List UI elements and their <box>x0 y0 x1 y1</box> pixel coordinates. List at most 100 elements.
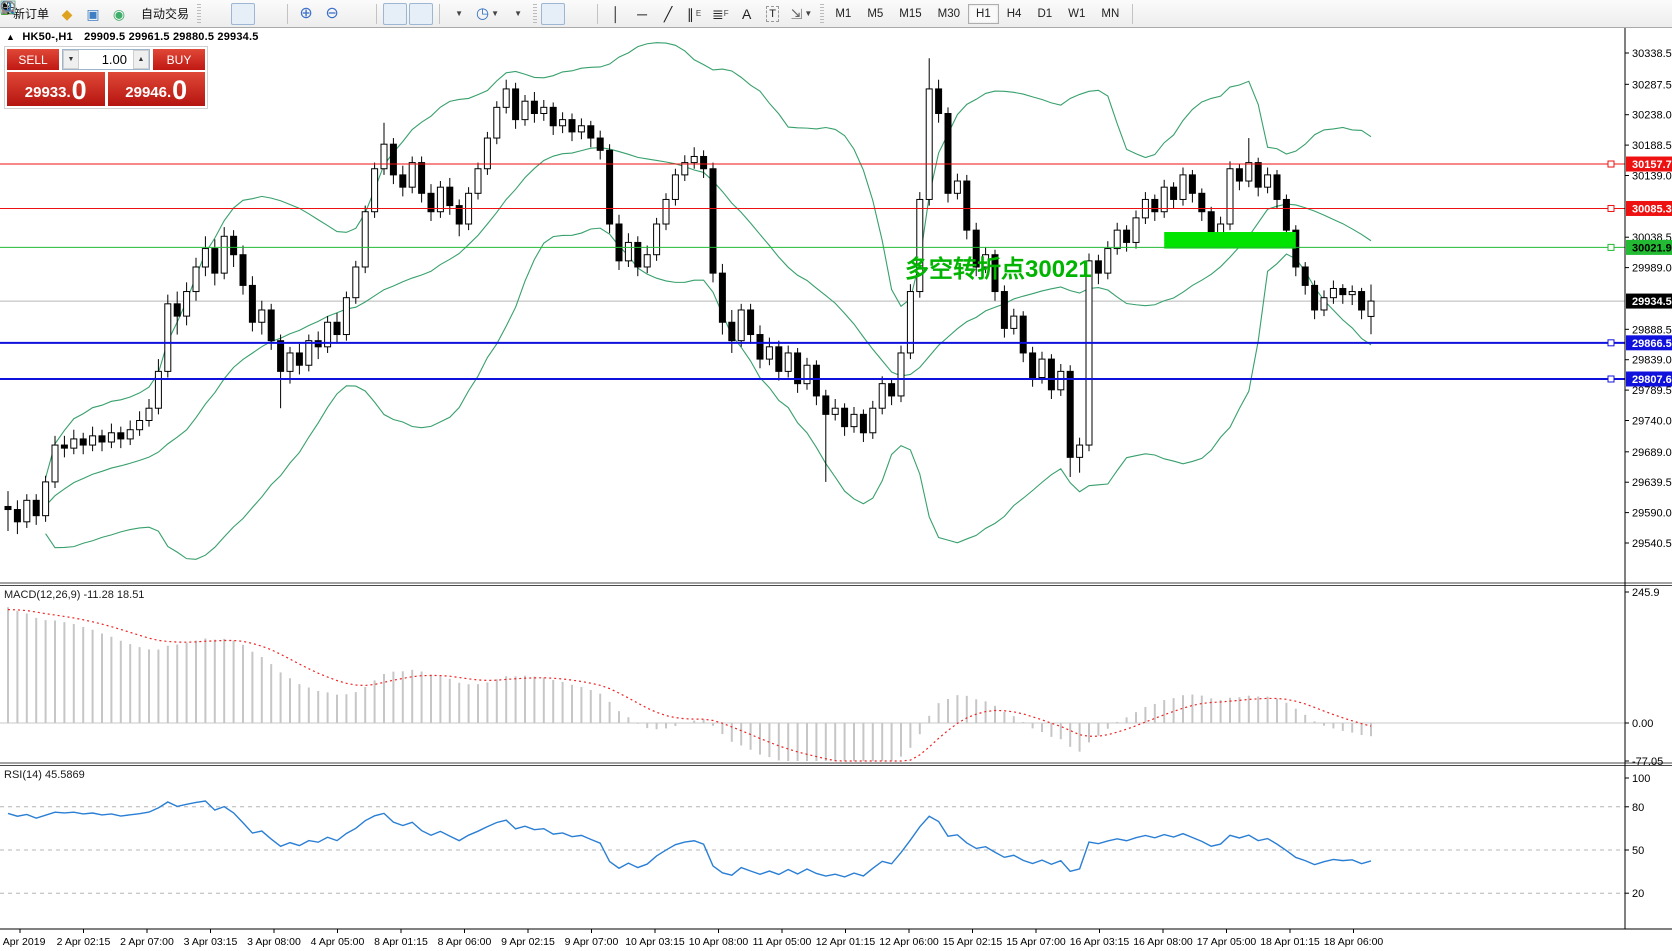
line-chart-button[interactable] <box>0 1 281 25</box>
chat-button[interactable] <box>0 0 1667 25</box>
periods-button[interactable]: ◷ ▼ <box>472 3 503 25</box>
price-tick-label: 30338.5 <box>1632 48 1672 60</box>
candle <box>333 321 341 336</box>
level-line-handle[interactable] <box>1607 243 1615 251</box>
search-button[interactable] <box>0 0 1641 25</box>
chart-shift-button[interactable] <box>1 2 434 25</box>
arrows-icon: ⇲ <box>790 5 803 22</box>
candle <box>1264 174 1272 188</box>
strategy-tester-button[interactable]: ◉ <box>107 3 131 25</box>
vertical-line-tool-button[interactable]: │ <box>604 3 628 25</box>
trade-panel-toggle[interactable]: ▲ <box>6 32 16 42</box>
auto-trading-button[interactable]: 自动交易 <box>0 1 193 25</box>
timeframe-button-mn[interactable]: MN <box>1101 7 1120 20</box>
time-tick-label: 16 Apr 08:00 <box>1133 936 1193 948</box>
candle <box>982 254 990 268</box>
candle <box>624 241 632 262</box>
fibonacci-icon: ≣ <box>712 5 724 22</box>
chart-ohlc-values: 29909.5 29961.5 29880.5 29934.5 <box>84 31 259 43</box>
candle <box>154 370 162 409</box>
timeframe-button-h4[interactable]: H4 <box>1006 7 1022 20</box>
annotation-text[interactable]: 多空转折点30021 <box>905 255 1092 283</box>
timeframe-button-m5[interactable]: M5 <box>867 7 884 20</box>
indicators-button[interactable]: ▼ <box>1 0 470 25</box>
candle <box>1254 162 1262 188</box>
text-label-tool-button[interactable]: T <box>761 3 785 25</box>
candle <box>371 168 379 213</box>
level-line-handle[interactable] <box>1607 160 1615 168</box>
candle <box>1010 315 1018 329</box>
candle <box>51 444 59 483</box>
timeframe-button-m15[interactable]: M15 <box>899 7 922 20</box>
auto-scroll-button[interactable] <box>1 2 408 25</box>
level-line-handle[interactable] <box>1607 375 1615 383</box>
volume-value[interactable]: 1.00 <box>101 52 127 67</box>
price-badge-label: 29866.5 <box>1632 338 1672 350</box>
candle <box>89 435 97 446</box>
candle <box>126 429 134 440</box>
channel-tool-button[interactable]: ∥ E <box>682 3 706 25</box>
zoom-in-button[interactable]: ⊕ <box>294 3 318 25</box>
terminal-button[interactable]: ▣ <box>81 3 105 25</box>
candle <box>831 407 839 415</box>
horizontal-line-tool-button[interactable]: ─ <box>630 3 654 25</box>
fibonacci-sub-label: F <box>723 9 729 18</box>
time-tick-label: 8 Apr 06:00 <box>438 936 492 948</box>
crosshair-tool-button[interactable] <box>1 1 591 25</box>
candle <box>1057 370 1065 391</box>
fibonacci-tool-button[interactable]: ≣ F <box>708 3 733 25</box>
timeframe-button-w1[interactable]: W1 <box>1068 7 1086 20</box>
price-tick-label: 29639.5 <box>1632 477 1672 489</box>
candle <box>183 291 191 317</box>
price-badge-label: 30085.3 <box>1632 203 1672 215</box>
bollinger-upper-band[interactable] <box>45 42 1372 479</box>
text-tool-button[interactable]: A <box>735 3 759 25</box>
candle <box>164 303 172 372</box>
timeframe-button-m30[interactable]: M30 <box>937 7 961 20</box>
bollinger-middle-band[interactable] <box>45 147 1372 507</box>
level-line-handle[interactable] <box>1607 204 1615 212</box>
price-tick-label: 29740.0 <box>1632 416 1672 428</box>
candle <box>324 321 332 348</box>
trendline-tool-button[interactable]: ╱ <box>656 3 680 25</box>
price-tick-label: 29540.5 <box>1632 538 1672 550</box>
bollinger-lower-band[interactable] <box>45 227 1372 560</box>
candle <box>201 248 209 268</box>
buy-price-button[interactable]: 29946. 0 <box>107 72 205 106</box>
zoom-out-button[interactable]: ⊖ <box>320 3 344 25</box>
candle <box>1273 174 1281 200</box>
timeframe-button-d1[interactable]: D1 <box>1037 7 1053 20</box>
candle <box>784 352 792 372</box>
volume-decrease-button[interactable]: ▼ <box>63 50 79 69</box>
pivot-zone-rectangle[interactable] <box>1164 231 1296 249</box>
price-badge-label: 30021.9 <box>1632 242 1672 254</box>
sell-button[interactable]: SELL <box>7 49 59 70</box>
metaeditor-button[interactable]: ◆ <box>55 3 79 25</box>
candle <box>1019 315 1027 354</box>
level-line-handle[interactable] <box>1607 339 1615 347</box>
candlestick-chart-button[interactable] <box>1 1 256 25</box>
candle <box>841 407 849 428</box>
rsi-label: RSI(14) 45.5869 <box>4 769 85 781</box>
buy-button[interactable]: BUY <box>153 49 205 70</box>
timeframe-button-m1[interactable]: M1 <box>835 7 852 20</box>
candle <box>1160 186 1168 213</box>
candle <box>606 149 614 225</box>
timeframe-button-h1[interactable]: H1 <box>968 3 999 24</box>
volume-increase-button[interactable]: ▲ <box>133 50 149 69</box>
bar-chart-button[interactable] <box>1 2 229 25</box>
candle <box>700 155 708 170</box>
candle <box>634 241 642 268</box>
cursor-tool-button[interactable] <box>3 1 566 25</box>
tile-windows-button[interactable] <box>1 1 370 25</box>
terminal-icon: ▣ <box>86 5 100 22</box>
candle <box>559 119 567 127</box>
candle <box>991 254 999 293</box>
sell-price-button[interactable]: 29933. 0 <box>7 72 105 106</box>
candle <box>352 266 360 299</box>
arrows-tool-button[interactable]: ⇲ ▼ <box>787 3 817 25</box>
candle <box>136 420 144 431</box>
templates-button[interactable]: ▼ <box>0 0 529 25</box>
macd-axis-label: 245.9 <box>1632 587 1660 599</box>
